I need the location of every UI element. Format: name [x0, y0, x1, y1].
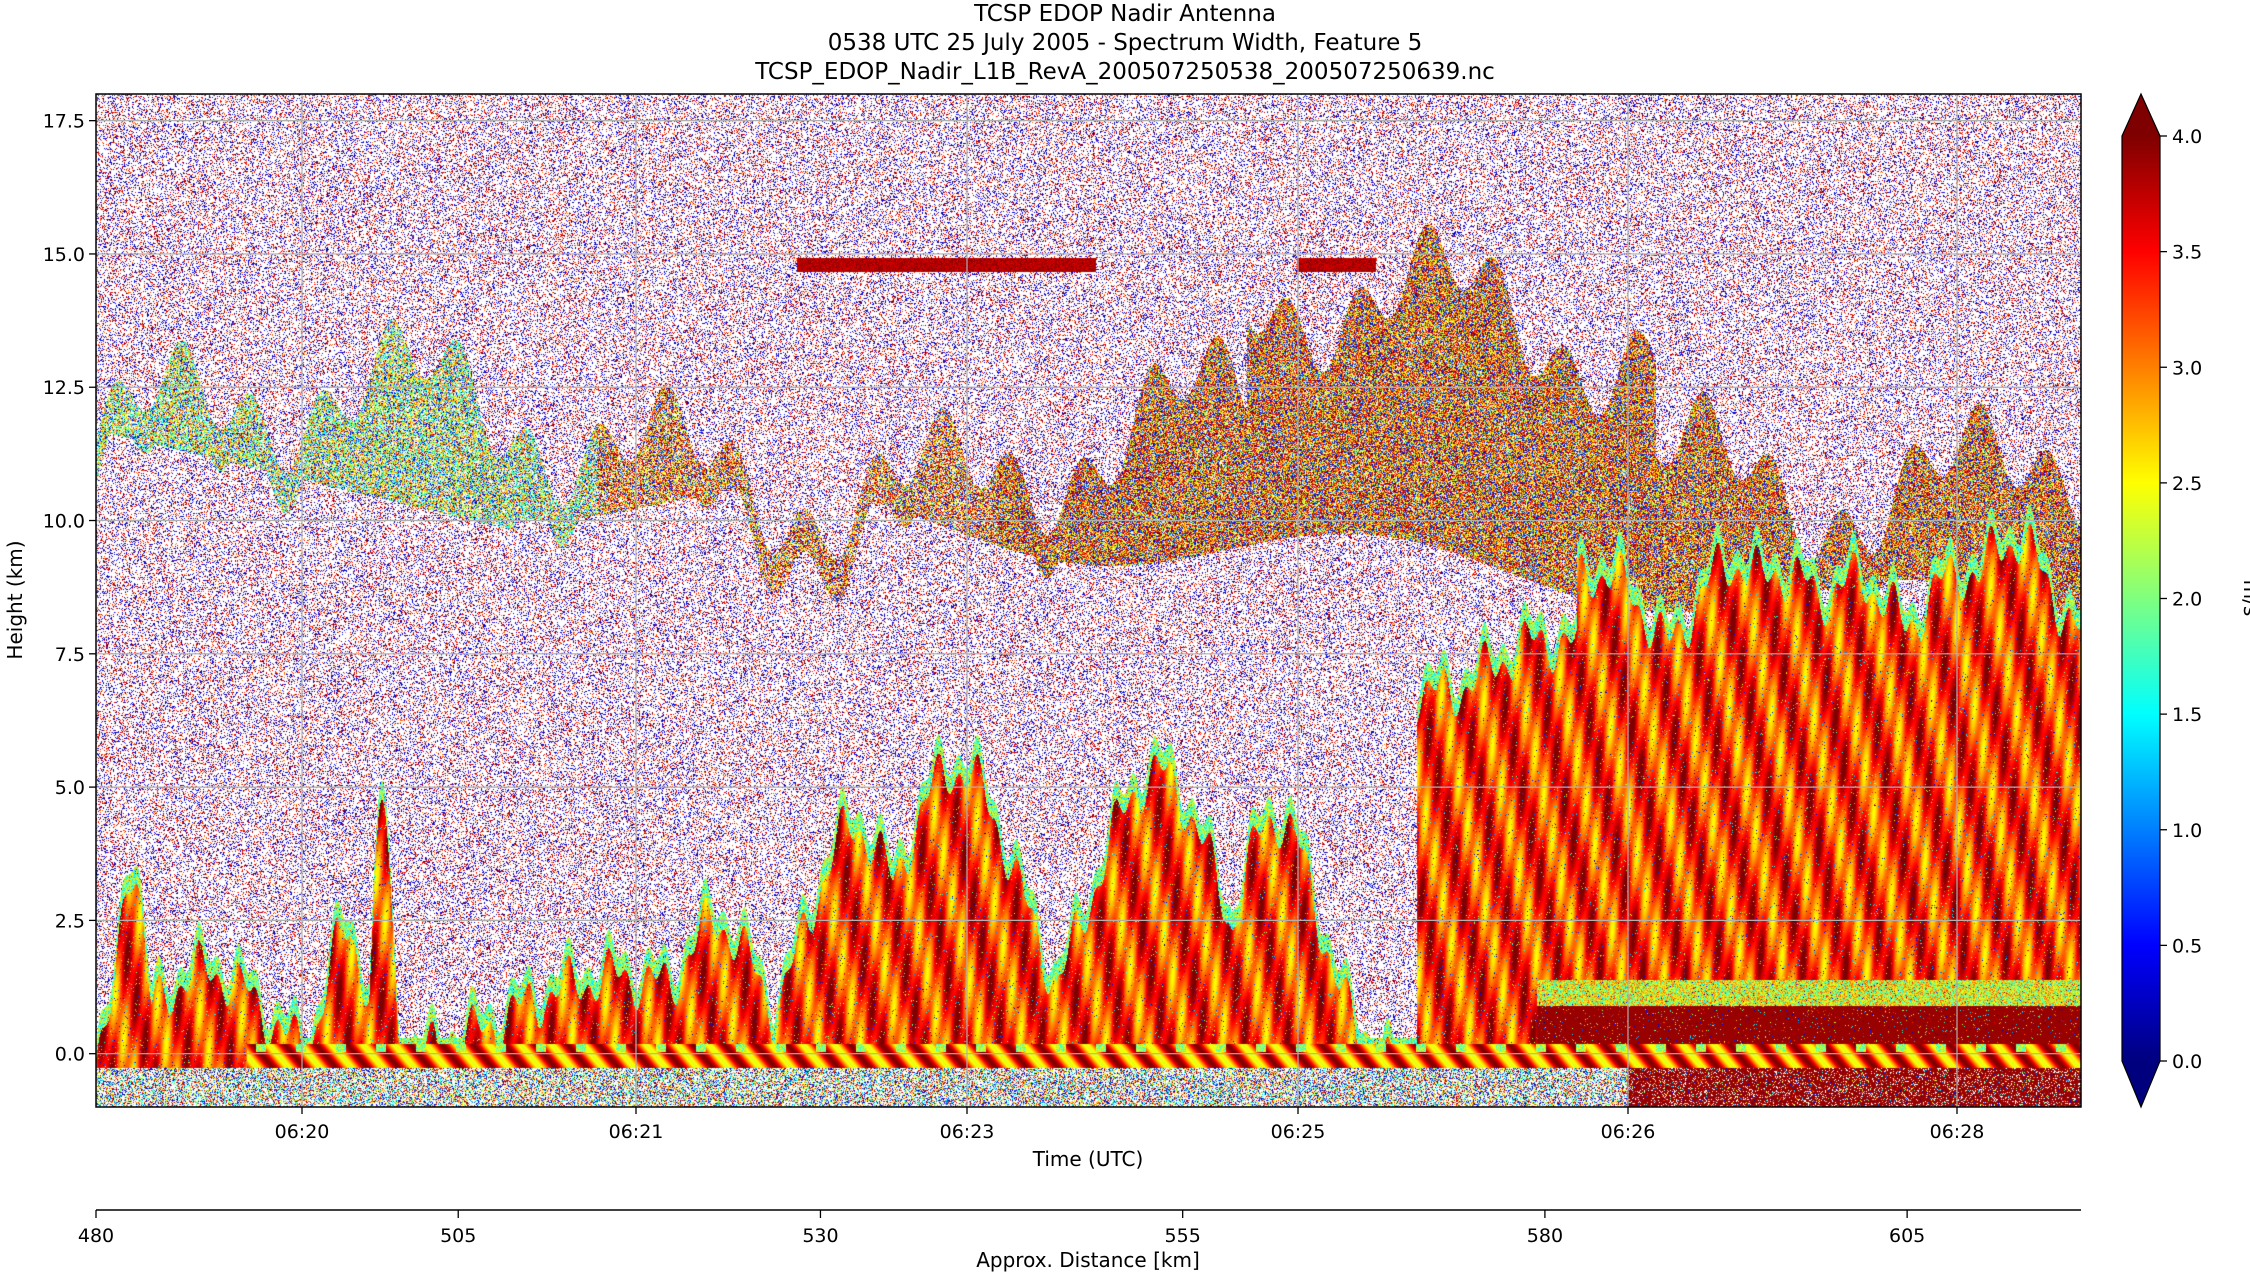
colorbar-tick-label: 0.0: [2172, 1051, 2202, 1073]
chart-file-name: TCSP_EDOP_Nadir_L1B_RevA_200507250538_20…: [755, 59, 1495, 85]
distance-axis-label: Approx. Distance [km]: [976, 1248, 1200, 1272]
colorbar-tick-label: 2.5: [2172, 473, 2202, 495]
x-tick-label: 06:23: [940, 1121, 995, 1143]
x-axis-label: Time (UTC): [1032, 1147, 1144, 1171]
colorbar-tick-label: 3.0: [2172, 357, 2202, 379]
colorbar-extend-max: [2122, 94, 2160, 136]
y-tick-label: 5.0: [55, 777, 85, 799]
colorbar-label: m/s: [2239, 580, 2250, 617]
colorbar-tick-label: 1.5: [2172, 704, 2202, 726]
distance-tick-label: 480: [78, 1225, 114, 1247]
distance-tick-label: 555: [1165, 1225, 1201, 1247]
distance-axis: 480 505 530 555 580 605: [78, 1210, 1925, 1247]
y-tick-label: 7.5: [55, 644, 85, 666]
x-tick-label: 06:20: [275, 1121, 330, 1143]
y-tick-label: 12.5: [43, 377, 85, 399]
y-tick-label: 17.5: [43, 111, 85, 133]
distance-tick-label: 505: [440, 1225, 476, 1247]
plot-frame: [95, 93, 2082, 1108]
colorbar-tick-label: 0.5: [2172, 935, 2202, 957]
x-tick-label: 06:26: [1601, 1121, 1656, 1143]
colorbar: 0.0 0.5 1.0 1.5 2.0 2.5 3.0 3.5 4.0 m/s: [2121, 92, 2250, 1109]
x-axis: 06:20 06:21 06:23 06:25 06:26 06:28: [275, 1107, 1985, 1143]
heatmap-area: [96, 94, 2081, 1107]
y-axis-label: Height (km): [3, 540, 27, 659]
colorbar-tick-label: 4.0: [2172, 126, 2202, 148]
x-tick-label: 06:25: [1271, 1121, 1326, 1143]
y-tick-label: 10.0: [43, 511, 85, 533]
grid: [96, 94, 2081, 1107]
distance-tick-label: 530: [802, 1225, 838, 1247]
y-tick-label: 2.5: [55, 910, 85, 932]
x-tick-label: 06:28: [1930, 1121, 1985, 1143]
distance-tick-label: 580: [1527, 1225, 1563, 1247]
colorbar-gradient: [2122, 136, 2160, 1061]
colorbar-tick-label: 2.0: [2172, 589, 2202, 611]
chart-subtitle: 0538 UTC 25 July 2005 - Spectrum Width, …: [827, 30, 1423, 56]
y-tick-label: 0.0: [55, 1044, 85, 1066]
distance-tick-label: 605: [1889, 1225, 1925, 1247]
chart-title: TCSP EDOP Nadir Antenna: [974, 1, 1276, 27]
colorbar-tick-label: 3.5: [2172, 242, 2202, 264]
x-tick-label: 06:21: [609, 1121, 664, 1143]
colorbar-tick-label: 1.0: [2172, 820, 2202, 842]
colorbar-extend-min: [2122, 1061, 2160, 1107]
y-axis: 0.0 2.5 5.0 7.5 10.0 12.5 15.0 17.5: [43, 111, 96, 1066]
y-tick-label: 15.0: [43, 244, 85, 266]
